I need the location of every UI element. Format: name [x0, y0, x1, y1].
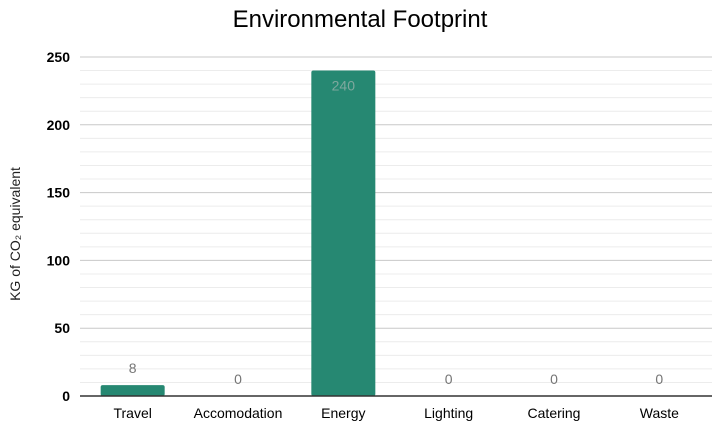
x-tick-label: Travel	[113, 405, 151, 421]
data-label: 8	[129, 360, 137, 376]
y-tick-label: 100	[47, 252, 71, 268]
y-tick-label: 200	[47, 117, 71, 133]
grid-lines	[80, 56, 712, 383]
x-tick-label: Energy	[321, 405, 365, 421]
x-tick-label: Accomodation	[194, 405, 283, 421]
axes: 0 50 100 150 200 250 Travel Accomodation Energy L…	[47, 49, 712, 421]
y-tick-label: 0	[62, 388, 70, 404]
data-label: 0	[445, 371, 453, 387]
y-axis-label: KG of CO₂ equivalent	[7, 167, 23, 301]
x-tick-label: Catering	[528, 405, 581, 421]
bar-travel	[100, 385, 165, 396]
x-tick-label: Waste	[640, 405, 679, 421]
bars	[100, 70, 376, 396]
x-tick-label: Lighting	[424, 405, 473, 421]
chart-title: Environmental Footprint	[233, 6, 488, 33]
data-labels: 8 0 240 0 0 0	[129, 78, 664, 387]
data-label: 0	[655, 371, 663, 387]
y-tick-label: 50	[54, 320, 70, 336]
y-tick-label: 150	[47, 185, 71, 201]
bar-energy	[311, 70, 376, 396]
data-label: 0	[550, 371, 558, 387]
data-label: 240	[332, 78, 356, 94]
data-label: 0	[234, 371, 242, 387]
y-tick-label: 250	[47, 49, 71, 65]
